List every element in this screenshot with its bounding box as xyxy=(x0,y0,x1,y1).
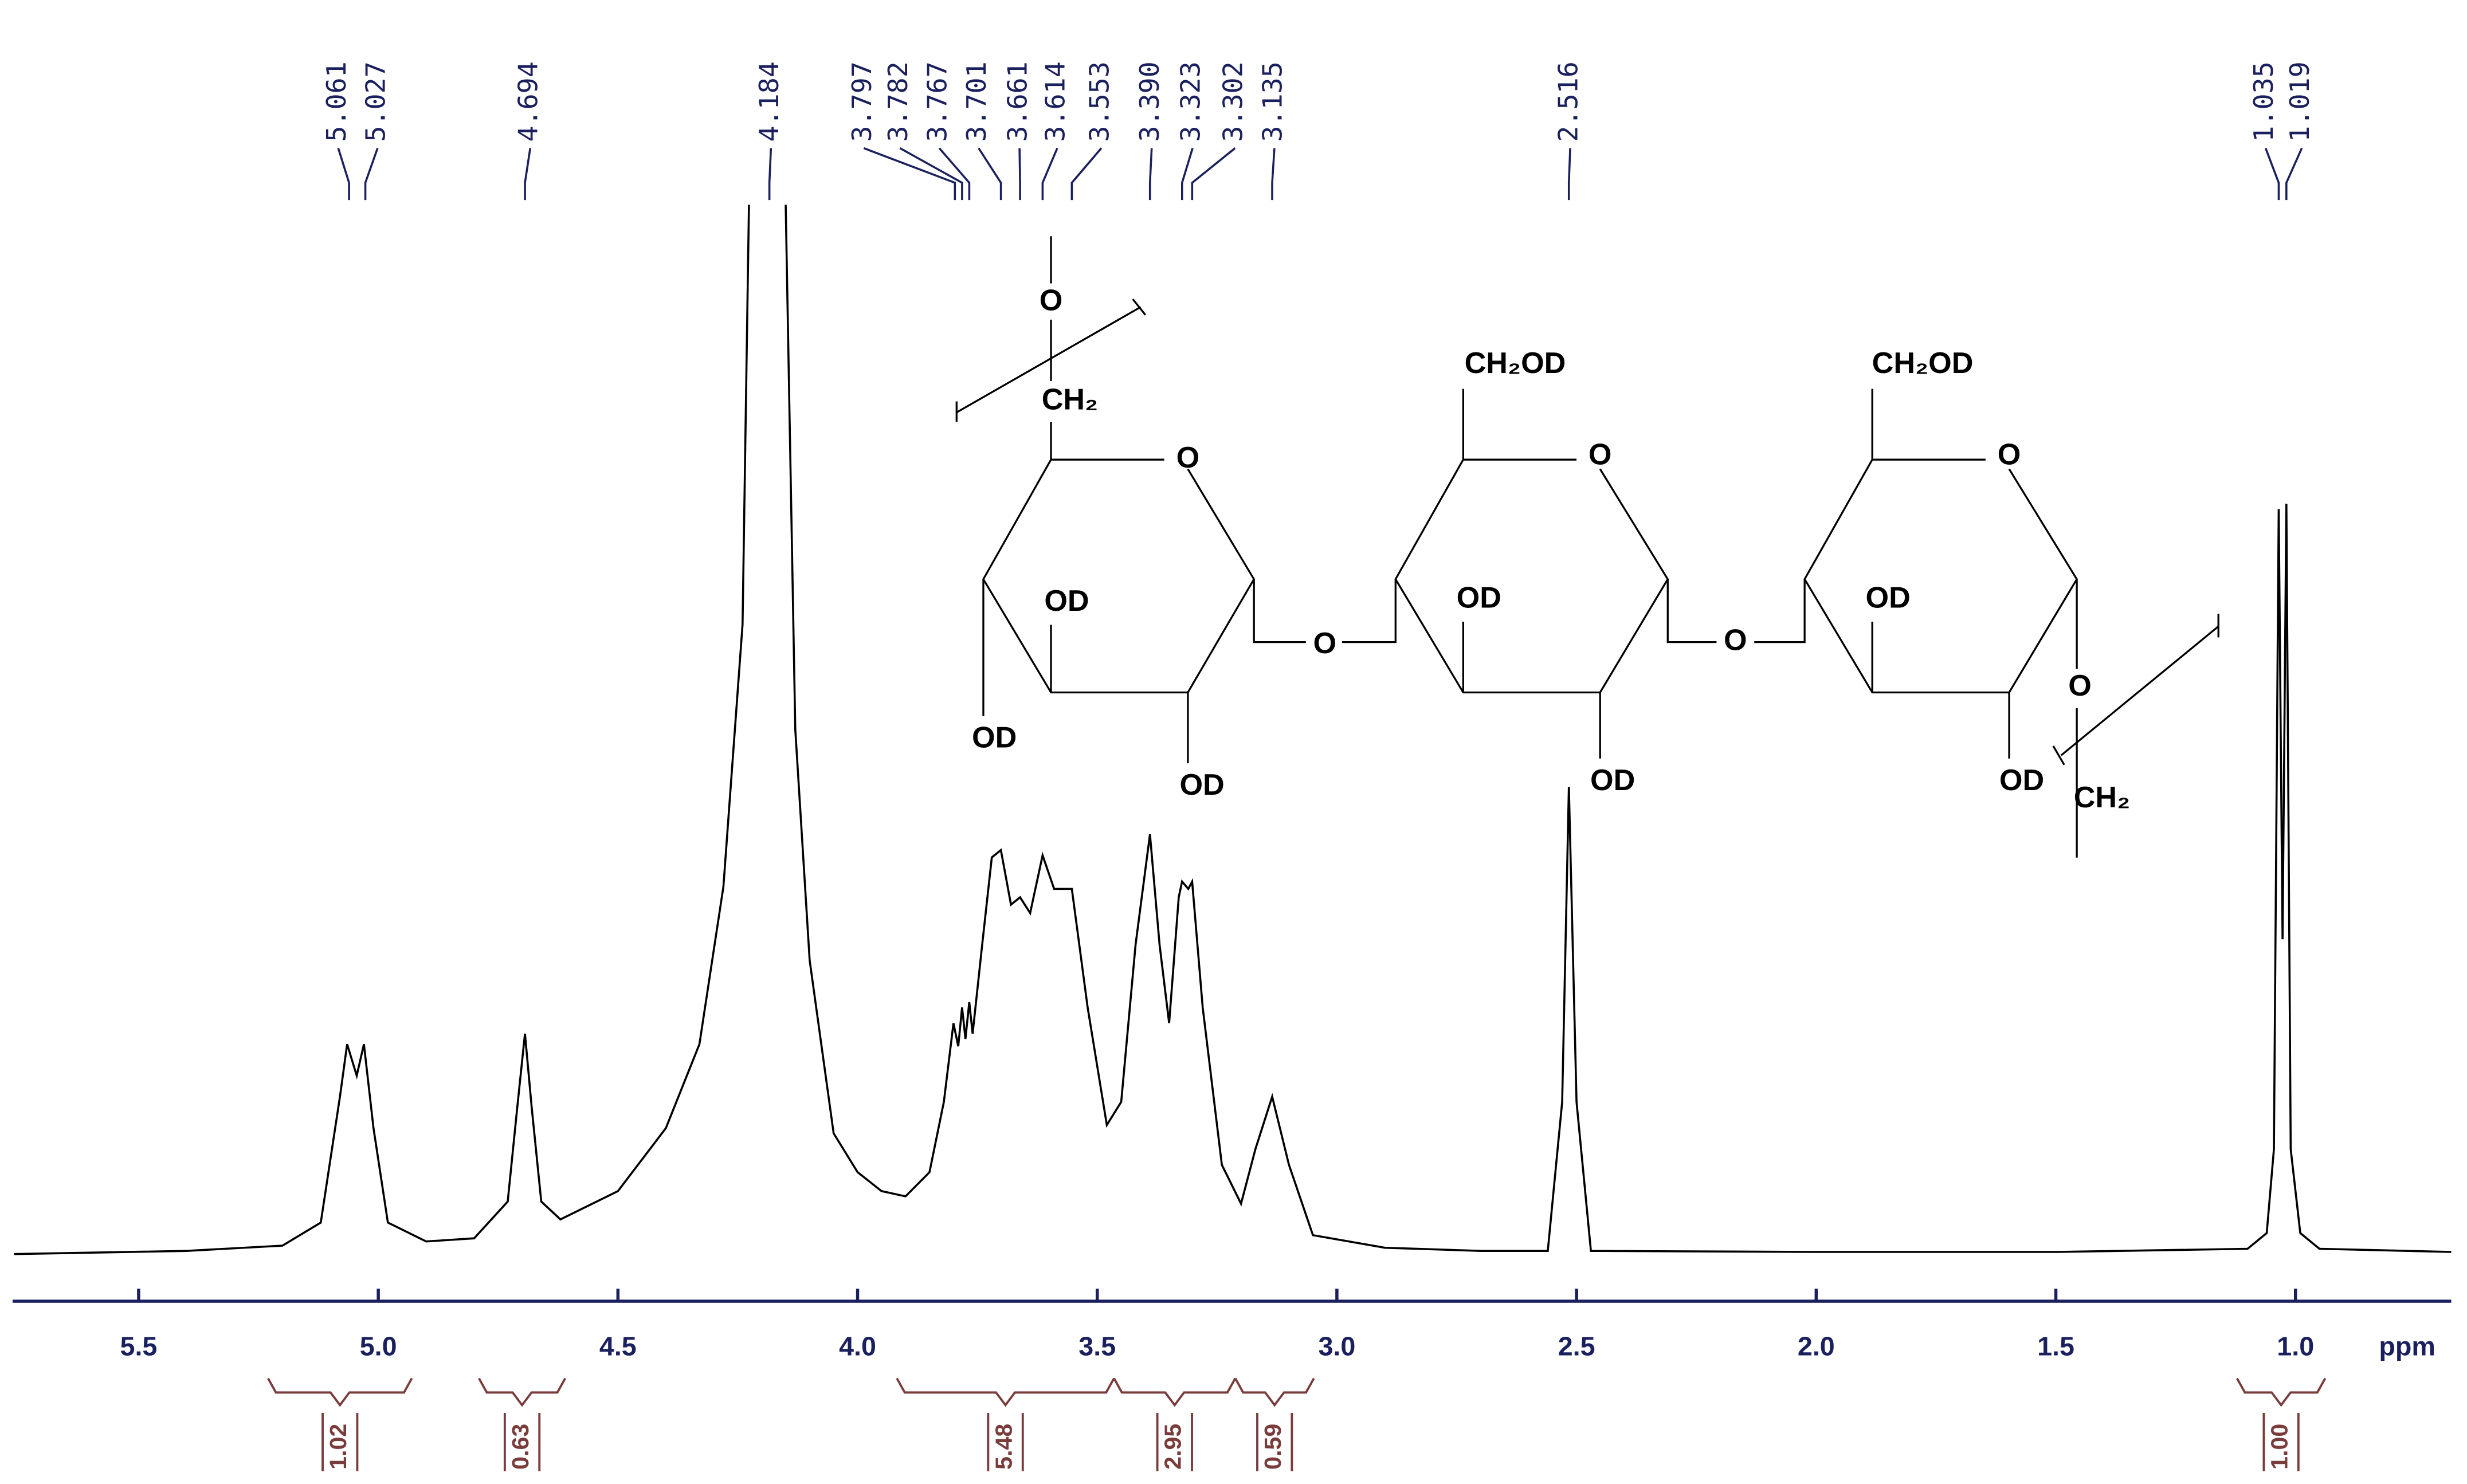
integral-bracket xyxy=(896,1377,1115,1471)
x-tick-label: 5.5 xyxy=(120,1332,158,1361)
structure-label: CH₂OD xyxy=(1465,347,1566,380)
integral-bracket xyxy=(1234,1377,1315,1471)
peak-connector xyxy=(1148,148,1153,201)
integral-label: 0.59 xyxy=(1260,1424,1286,1470)
structure-label: O xyxy=(2068,669,2092,702)
peak-connector xyxy=(1180,148,1194,201)
peak-label: 3.767 xyxy=(923,61,954,142)
structure-label: O xyxy=(1724,623,1747,657)
structure-label: CH₂ xyxy=(1042,383,1099,416)
structure-label: CH₂OD xyxy=(1872,347,1974,380)
x-tick-label: 5.0 xyxy=(360,1332,397,1361)
structure-label: OD xyxy=(1457,581,1501,614)
peak-connector xyxy=(1041,147,1058,201)
peak-label: 3.390 xyxy=(1135,61,1166,142)
peak-label: 5.027 xyxy=(360,61,391,142)
peak-label: 4.694 xyxy=(513,61,544,142)
x-tick-label: 2.5 xyxy=(1558,1332,1595,1361)
peak-connector xyxy=(2285,147,2303,201)
peak-label: 1.035 xyxy=(2249,61,2280,142)
peak-label: 3.302 xyxy=(1218,61,1249,142)
structure-label: OD xyxy=(1590,764,1635,797)
structure-label: CH₂ xyxy=(2074,781,2131,814)
peak-connector xyxy=(1018,148,1021,201)
structure-label: O xyxy=(1589,438,1612,471)
x-tick-label: 4.5 xyxy=(599,1332,637,1361)
structure-label: O xyxy=(1176,441,1200,474)
integral-label: 2.95 xyxy=(1160,1424,1186,1470)
peak-connector xyxy=(364,147,379,201)
peak-label: 4.184 xyxy=(754,61,785,142)
integral-label: 1.00 xyxy=(2266,1424,2292,1470)
integral-label: 1.02 xyxy=(325,1424,351,1470)
integral-bracket xyxy=(1113,1377,1237,1471)
x-tick-label: 2.0 xyxy=(1798,1332,1835,1361)
peak-label: 3.323 xyxy=(1176,61,1207,142)
peak-connector xyxy=(1567,148,1571,201)
structure-label: O xyxy=(1998,438,2021,471)
peak-connector xyxy=(899,147,963,201)
integral-bracket xyxy=(2236,1377,2327,1471)
peak-label: 3.553 xyxy=(1084,61,1115,142)
integral-bracket xyxy=(267,1377,413,1471)
peak-connector xyxy=(938,147,971,201)
peak-label: 3.797 xyxy=(847,61,878,142)
peak-label: 5.061 xyxy=(321,61,352,142)
x-tick-label: 3.5 xyxy=(1078,1332,1116,1361)
x-tick-label: 1.5 xyxy=(2037,1332,2074,1361)
peak-connector xyxy=(337,148,350,201)
spectrum-line xyxy=(14,205,2452,1255)
x-tick-label: 4.0 xyxy=(839,1332,876,1361)
structure-bonds xyxy=(955,236,2219,858)
structure-label: OD xyxy=(1044,584,1089,618)
integral-label: 0.63 xyxy=(507,1424,534,1470)
x-tick-label: 3.0 xyxy=(1318,1332,1355,1361)
structure-label: OD xyxy=(972,721,1017,755)
peak-label: 3.661 xyxy=(1003,61,1034,142)
structure-label: O xyxy=(1313,627,1336,660)
structure-label: OD xyxy=(1866,581,1911,614)
x-tick-label: 1.0 xyxy=(2277,1332,2314,1361)
integral-bracket xyxy=(478,1377,567,1471)
x-axis-label: ppm xyxy=(2379,1332,2435,1361)
integral-label: 5.48 xyxy=(990,1424,1017,1470)
peak-connector xyxy=(1271,148,1276,201)
peak-connector xyxy=(863,147,956,201)
peak-label: 3.782 xyxy=(883,61,914,142)
peak-label: 1.019 xyxy=(2285,61,2316,142)
peak-label: 3.701 xyxy=(962,61,993,142)
peak-label: 3.614 xyxy=(1041,61,1072,142)
peak-connector xyxy=(1191,147,1236,201)
peak-label: 2.516 xyxy=(1554,61,1584,142)
peak-connector xyxy=(524,148,532,201)
structure-label: OD xyxy=(1179,768,1224,802)
peak-connector xyxy=(1070,147,1103,201)
peak-label: 3.135 xyxy=(1257,61,1288,142)
peak-connector xyxy=(768,148,772,201)
structure-label: OD xyxy=(1999,764,2044,797)
peak-connector xyxy=(2264,147,2280,201)
structure-label: O xyxy=(1040,284,1063,317)
peak-connector xyxy=(978,147,1002,201)
